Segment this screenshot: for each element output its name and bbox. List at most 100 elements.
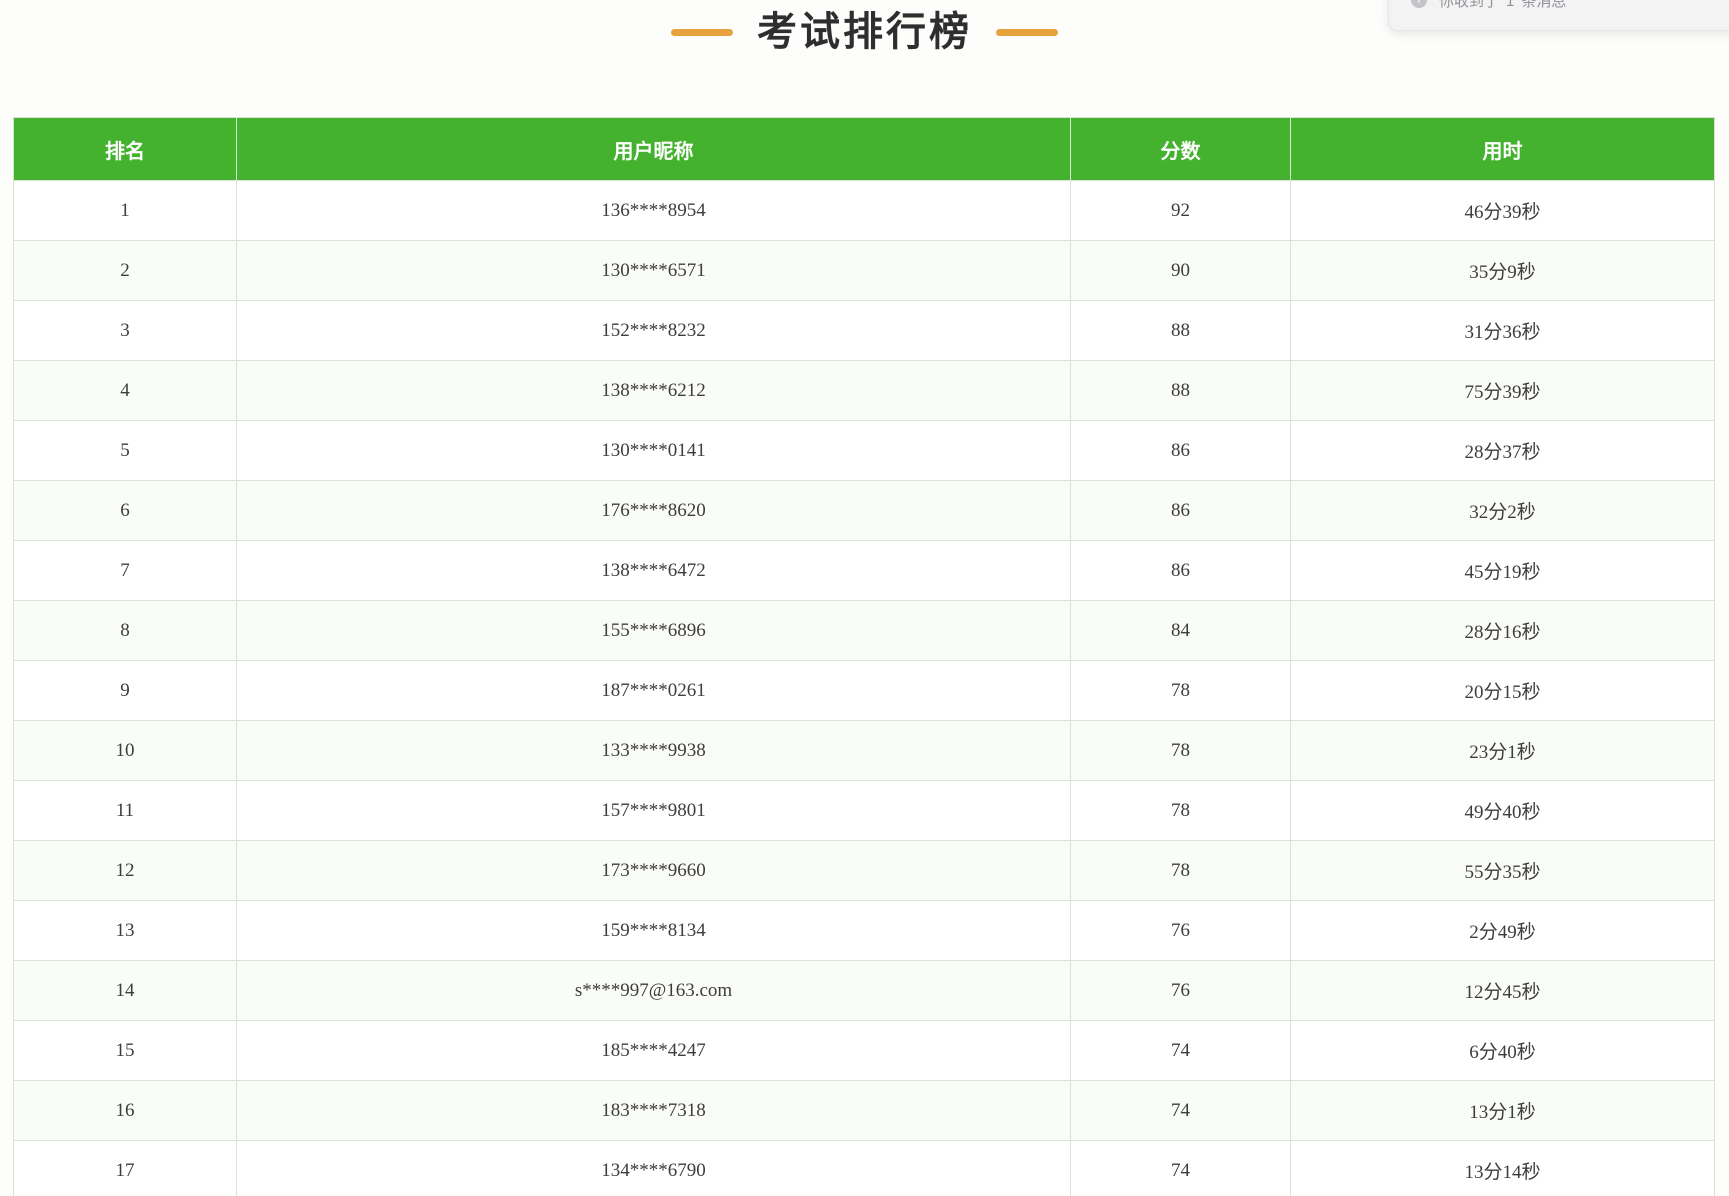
cell-score: 76 xyxy=(1070,960,1291,1021)
cell-nickname: 133****9938 xyxy=(236,720,1071,781)
cell-score: 74 xyxy=(1070,1080,1291,1141)
cell-rank: 11 xyxy=(13,780,237,841)
cell-score: 86 xyxy=(1070,480,1291,541)
cell-rank: 12 xyxy=(13,840,237,901)
cell-time: 46分39秒 xyxy=(1290,180,1715,241)
cell-time: 13分14秒 xyxy=(1290,1140,1715,1196)
cell-nickname: 185****4247 xyxy=(236,1020,1071,1081)
cell-time: 31分36秒 xyxy=(1290,300,1715,361)
cell-time: 75分39秒 xyxy=(1290,360,1715,421)
cell-nickname: 155****6896 xyxy=(236,600,1071,661)
cell-rank: 1 xyxy=(13,180,237,241)
toast-text-suffix: 条消息 xyxy=(1521,0,1567,10)
cell-nickname: s****997@163.com xyxy=(236,960,1071,1021)
column-header-nickname: 用户昵称 xyxy=(236,117,1071,181)
cell-nickname: 157****9801 xyxy=(236,780,1071,841)
cell-nickname: 176****8620 xyxy=(236,480,1071,541)
cell-rank: 8 xyxy=(13,600,237,661)
table-row: 11 157****9801 78 49分40秒 xyxy=(13,780,1715,841)
cell-score: 78 xyxy=(1070,780,1291,841)
cell-time: 2分49秒 xyxy=(1290,900,1715,961)
cell-nickname: 187****0261 xyxy=(236,660,1071,721)
cell-score: 84 xyxy=(1070,600,1291,661)
cell-time: 55分35秒 xyxy=(1290,840,1715,901)
cell-score: 86 xyxy=(1070,420,1291,481)
cell-score: 88 xyxy=(1070,300,1291,361)
table-row: 15 185****4247 74 6分40秒 xyxy=(13,1020,1715,1081)
cell-score: 88 xyxy=(1070,360,1291,421)
cell-score: 74 xyxy=(1070,1140,1291,1196)
table-row: 10 133****9938 78 23分1秒 xyxy=(13,720,1715,781)
page-title: 考试排行榜 xyxy=(757,9,972,54)
cell-time: 20分15秒 xyxy=(1290,660,1715,721)
cell-rank: 4 xyxy=(13,360,237,421)
cell-rank: 10 xyxy=(13,720,237,781)
cell-time: 12分45秒 xyxy=(1290,960,1715,1021)
cell-time: 23分1秒 xyxy=(1290,720,1715,781)
table-row: 5 130****0141 86 28分37秒 xyxy=(13,420,1715,481)
cell-rank: 16 xyxy=(13,1080,237,1141)
table-row: 12 173****9660 78 55分35秒 xyxy=(13,840,1715,901)
cell-rank: 9 xyxy=(13,660,237,721)
table-body: 1 136****8954 92 46分39秒 2 130****6571 90 35分9秒 3… xyxy=(13,180,1715,1196)
cell-score: 78 xyxy=(1070,840,1291,901)
table-row: 6 176****8620 86 32分2秒 xyxy=(13,480,1715,541)
cell-rank: 15 xyxy=(13,1020,237,1081)
cell-time: 28分16秒 xyxy=(1290,600,1715,661)
cell-rank: 3 xyxy=(13,300,237,361)
cell-rank: 7 xyxy=(13,540,237,601)
ranking-table: 排名 用户昵称 分数 用时 1 136****8954 92 46分39秒 2 130**… xyxy=(13,117,1715,1196)
cell-nickname: 159****8134 xyxy=(236,900,1071,961)
cell-time: 6分40秒 xyxy=(1290,1020,1715,1081)
title-dash-left-icon xyxy=(671,28,733,36)
toast-count: 1 xyxy=(1506,0,1515,10)
cell-rank: 17 xyxy=(13,1140,237,1196)
title-row: 考试排行榜 xyxy=(0,4,1729,60)
table-row: 16 183****7318 74 13分1秒 xyxy=(13,1080,1715,1141)
column-header-score: 分数 xyxy=(1070,117,1291,181)
cell-nickname: 183****7318 xyxy=(236,1080,1071,1141)
cell-rank: 14 xyxy=(13,960,237,1021)
table-row: 7 138****6472 86 45分19秒 xyxy=(13,540,1715,601)
cell-rank: 13 xyxy=(13,900,237,961)
toast-text-prefix: 你收到了 xyxy=(1439,0,1500,10)
cell-nickname: 173****9660 xyxy=(236,840,1071,901)
table-row: 9 187****0261 78 20分15秒 xyxy=(13,660,1715,721)
message-toast: i 你收到了 1 条消息 xyxy=(1388,0,1729,31)
cell-nickname: 138****6212 xyxy=(236,360,1071,421)
cell-nickname: 130****6571 xyxy=(236,240,1071,301)
cell-nickname: 130****0141 xyxy=(236,420,1071,481)
cell-nickname: 138****6472 xyxy=(236,540,1071,601)
table-header-row: 排名 用户昵称 分数 用时 xyxy=(13,117,1715,181)
table-row: 4 138****6212 88 75分39秒 xyxy=(13,360,1715,421)
toast-text: 你收到了 1 条消息 xyxy=(1439,0,1566,11)
table-row: 3 152****8232 88 31分36秒 xyxy=(13,300,1715,361)
cell-score: 78 xyxy=(1070,660,1291,721)
cell-time: 13分1秒 xyxy=(1290,1080,1715,1141)
table-row: 2 130****6571 90 35分9秒 xyxy=(13,240,1715,301)
cell-time: 45分19秒 xyxy=(1290,540,1715,601)
cell-nickname: 134****6790 xyxy=(236,1140,1071,1196)
info-icon: i xyxy=(1411,0,1427,8)
cell-rank: 6 xyxy=(13,480,237,541)
cell-time: 32分2秒 xyxy=(1290,480,1715,541)
cell-time: 49分40秒 xyxy=(1290,780,1715,841)
cell-score: 90 xyxy=(1070,240,1291,301)
table-row: 13 159****8134 76 2分49秒 xyxy=(13,900,1715,961)
table-row: 1 136****8954 92 46分39秒 xyxy=(13,180,1715,241)
cell-score: 78 xyxy=(1070,720,1291,781)
table-row: 8 155****6896 84 28分16秒 xyxy=(13,600,1715,661)
column-header-rank: 排名 xyxy=(13,117,237,181)
table-row: 17 134****6790 74 13分14秒 xyxy=(13,1140,1715,1196)
cell-score: 86 xyxy=(1070,540,1291,601)
table-row: 14 s****997@163.com 76 12分45秒 xyxy=(13,960,1715,1021)
cell-nickname: 136****8954 xyxy=(236,180,1071,241)
cell-time: 28分37秒 xyxy=(1290,420,1715,481)
cell-rank: 5 xyxy=(13,420,237,481)
title-dash-right-icon xyxy=(996,28,1058,36)
cell-score: 76 xyxy=(1070,900,1291,961)
cell-score: 92 xyxy=(1070,180,1291,241)
cell-score: 74 xyxy=(1070,1020,1291,1081)
cell-rank: 2 xyxy=(13,240,237,301)
column-header-time: 用时 xyxy=(1290,117,1715,181)
